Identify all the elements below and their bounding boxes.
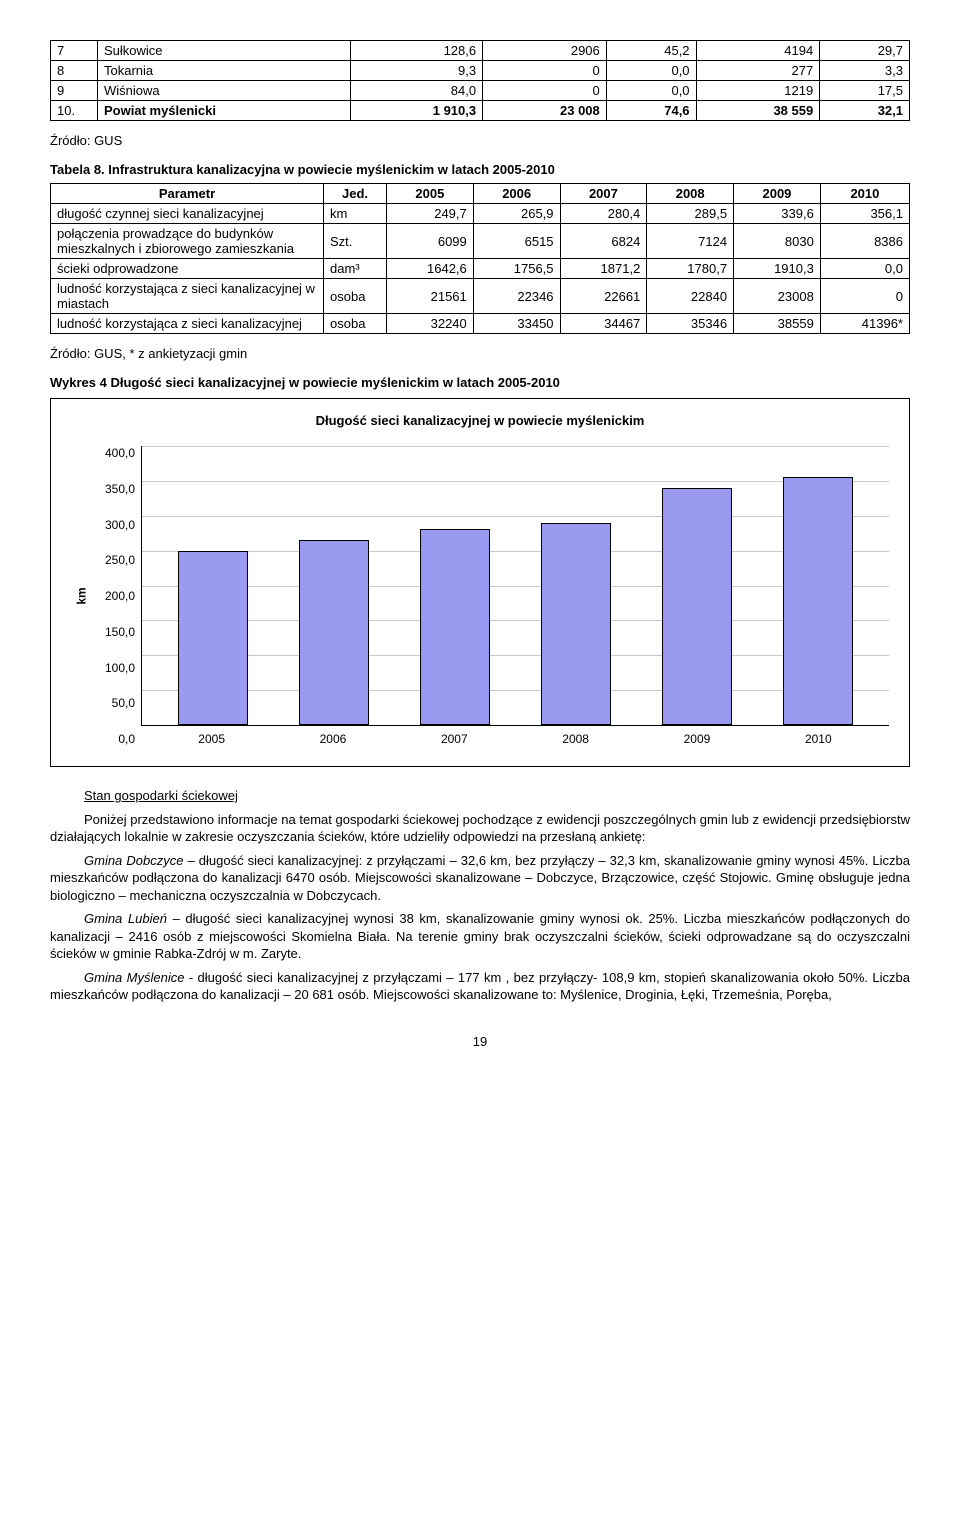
- chart-plot: [141, 446, 889, 726]
- table-infrastruktura: ParametrJed.200520062007200820092010 dłu…: [50, 183, 910, 334]
- table-row: 9Wiśniowa84,000,0121917,5: [51, 81, 910, 101]
- chart-bar: [783, 477, 853, 725]
- body-p3: Gmina Lubień – długość sieci kanalizacyj…: [50, 910, 910, 963]
- table-row: ludność korzystająca z sieci kanalizacyj…: [51, 279, 910, 314]
- chart-heading: Wykres 4 Długość sieci kanalizacyjnej w …: [50, 375, 910, 390]
- chart-bar: [420, 529, 490, 725]
- chart-container: Długość sieci kanalizacyjnej w powiecie …: [50, 398, 910, 767]
- chart-x-axis: 200520062007200820092010: [141, 726, 889, 746]
- table-row: połączenia prowadzące do budynków mieszk…: [51, 224, 910, 259]
- table-row: ścieki odprowadzonedam³1642,61756,51871,…: [51, 259, 910, 279]
- page-number: 19: [50, 1034, 910, 1049]
- chart-bar: [541, 523, 611, 725]
- table1-source: Źródło: GUS: [50, 133, 910, 148]
- body-p4: Gmina Myślenice - długość sieci kanaliza…: [50, 969, 910, 1004]
- chart-y-axis: 400,0350,0300,0250,0200,0150,0100,050,00…: [93, 446, 141, 746]
- table-row: 10.Powiat myślenicki1 910,323 00874,638 …: [51, 101, 910, 121]
- chart-bar: [178, 551, 248, 725]
- chart-title: Długość sieci kanalizacyjnej w powiecie …: [71, 413, 889, 428]
- table-gminy-fragment: 7Sułkowice128,6290645,2419429,78Tokarnia…: [50, 40, 910, 121]
- table-row: 8Tokarnia9,300,02773,3: [51, 61, 910, 81]
- body-p1: Poniżej przedstawiono informacje na tema…: [50, 811, 910, 846]
- body-subheading-para: Stan gospodarki ściekowej: [50, 787, 910, 805]
- table2-source: Źródło: GUS, * z ankietyzacji gmin: [50, 346, 910, 361]
- chart-y-label: km: [71, 446, 93, 746]
- table2-caption: Tabela 8. Infrastruktura kanalizacyjna w…: [50, 162, 910, 177]
- table-row: ludność korzystająca z sieci kanalizacyj…: [51, 314, 910, 334]
- table-row: 7Sułkowice128,6290645,2419429,7: [51, 41, 910, 61]
- chart-bar: [299, 540, 369, 725]
- body-p2: Gmina Dobczyce – długość sieci kanalizac…: [50, 852, 910, 905]
- chart-bar: [662, 488, 732, 725]
- table-row: długość czynnej sieci kanalizacyjnejkm24…: [51, 204, 910, 224]
- body-subheading: Stan gospodarki ściekowej: [84, 788, 238, 803]
